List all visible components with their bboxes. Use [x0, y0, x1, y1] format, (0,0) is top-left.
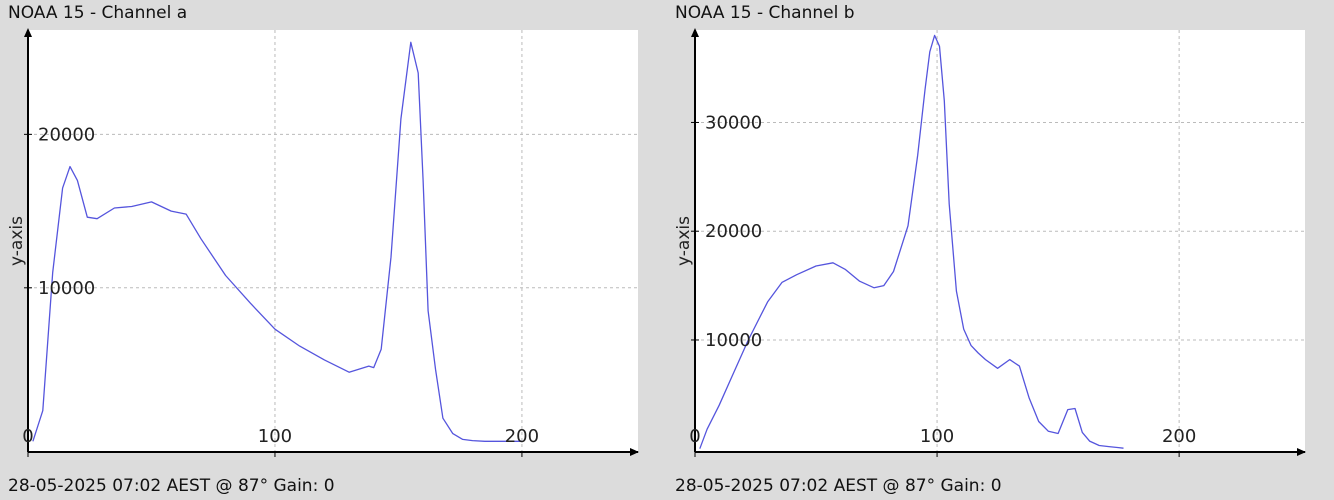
y-axis-arrow [691, 28, 699, 37]
x-axis-arrow [630, 448, 639, 456]
series-line-1 [32, 41, 522, 442]
x-tick-label: 0 [22, 426, 33, 447]
chart-panel-b: NOAA 15 - Channel b 0 100 200 10000 20000 300… [667, 0, 1334, 500]
y-axis-arrow [24, 28, 32, 37]
y-tick-label: 20000 [38, 124, 95, 145]
x-axis-arrow [1297, 448, 1306, 456]
chart-title: NOAA 15 - Channel a [8, 3, 188, 23]
chart-a: 0 100 200 10000 20000 y-axis [7, 28, 639, 457]
y-axis-label: y-axis [7, 216, 27, 266]
y-axis-label: y-axis [674, 216, 694, 266]
plot-area [28, 30, 638, 452]
chart-panel-a: NOAA 15 - Channel a 0 100 200 10000 20000 y-a… [7, 3, 639, 496]
y-tick-label: 10000 [38, 278, 95, 299]
x-tick-label: 0 [689, 426, 700, 447]
x-tick-label: 100 [258, 426, 292, 447]
x-tick-label: 200 [1162, 426, 1196, 447]
x-tick-label: 100 [920, 426, 954, 447]
chart-b: 0 100 200 10000 20000 30000 y-axis [674, 28, 1306, 457]
series-line-1 [699, 34, 1124, 449]
y-tick-label: 30000 [705, 112, 762, 133]
plot-area [695, 30, 1305, 452]
pass-info: 28-05-2025 07:02 AEST @ 87° Gain: 0 [675, 476, 1002, 496]
chart-title: NOAA 15 - Channel b [675, 3, 855, 23]
y-tick-label: 20000 [705, 221, 762, 242]
x-tick-label: 200 [505, 426, 539, 447]
pass-info: 28-05-2025 07:02 AEST @ 87° Gain: 0 [8, 476, 335, 496]
y-tick-label: 10000 [705, 330, 762, 351]
